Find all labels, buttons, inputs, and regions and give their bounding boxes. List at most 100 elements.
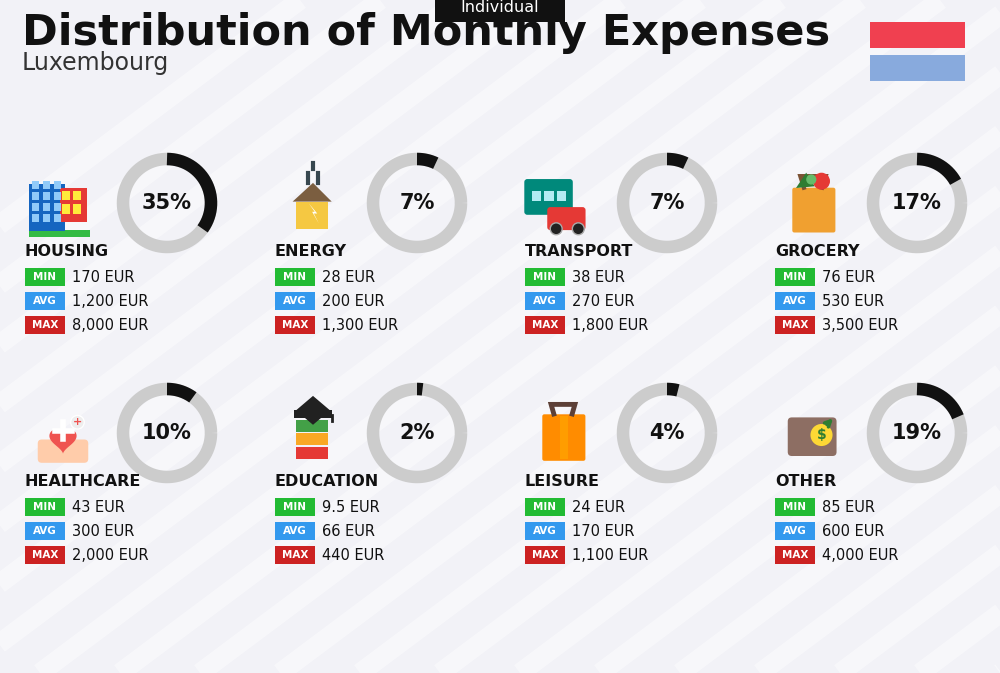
FancyBboxPatch shape	[870, 22, 965, 48]
FancyBboxPatch shape	[524, 179, 573, 215]
Text: MIN: MIN	[784, 272, 806, 282]
Text: 10%: 10%	[142, 423, 192, 443]
FancyBboxPatch shape	[38, 439, 88, 463]
FancyBboxPatch shape	[62, 190, 70, 200]
Text: HEALTHCARE: HEALTHCARE	[25, 474, 141, 489]
FancyBboxPatch shape	[275, 546, 315, 564]
Polygon shape	[293, 183, 332, 202]
FancyBboxPatch shape	[788, 417, 837, 456]
Text: 530 EUR: 530 EUR	[822, 293, 884, 308]
Circle shape	[71, 415, 84, 429]
FancyBboxPatch shape	[525, 316, 565, 334]
Text: AVG: AVG	[33, 296, 57, 306]
Text: 7%: 7%	[399, 193, 435, 213]
FancyBboxPatch shape	[275, 268, 315, 286]
FancyBboxPatch shape	[775, 522, 815, 540]
FancyBboxPatch shape	[43, 214, 50, 222]
Text: 4,000 EUR: 4,000 EUR	[822, 548, 898, 563]
Text: Individual: Individual	[461, 1, 539, 15]
Text: 3,500 EUR: 3,500 EUR	[822, 318, 898, 332]
Text: 24 EUR: 24 EUR	[572, 499, 625, 514]
Text: 1,800 EUR: 1,800 EUR	[572, 318, 648, 332]
Text: 85 EUR: 85 EUR	[822, 499, 875, 514]
Text: 1,300 EUR: 1,300 EUR	[322, 318, 398, 332]
Text: MIN: MIN	[284, 502, 306, 512]
Text: MIN: MIN	[284, 272, 306, 282]
Text: Distribution of Monthly Expenses: Distribution of Monthly Expenses	[22, 12, 830, 54]
Text: 43 EUR: 43 EUR	[72, 499, 125, 514]
FancyBboxPatch shape	[62, 204, 70, 213]
Circle shape	[813, 173, 830, 190]
Text: AVG: AVG	[783, 526, 807, 536]
Text: OTHER: OTHER	[775, 474, 836, 489]
FancyBboxPatch shape	[775, 546, 815, 564]
FancyBboxPatch shape	[32, 181, 39, 189]
FancyBboxPatch shape	[25, 268, 65, 286]
Text: MAX: MAX	[32, 550, 58, 560]
Text: ENERGY: ENERGY	[275, 244, 347, 258]
FancyBboxPatch shape	[25, 292, 65, 310]
Text: 28 EUR: 28 EUR	[322, 269, 375, 285]
Text: MAX: MAX	[282, 320, 308, 330]
FancyBboxPatch shape	[32, 192, 39, 200]
FancyBboxPatch shape	[275, 498, 315, 516]
Text: 440 EUR: 440 EUR	[322, 548, 384, 563]
FancyBboxPatch shape	[775, 268, 815, 286]
Text: MAX: MAX	[282, 550, 308, 560]
Text: MIN: MIN	[534, 272, 556, 282]
Text: 200 EUR: 200 EUR	[322, 293, 385, 308]
Text: TRANSPORT: TRANSPORT	[525, 244, 633, 258]
Text: +: +	[73, 417, 82, 427]
FancyBboxPatch shape	[43, 181, 50, 189]
Text: 9.5 EUR: 9.5 EUR	[322, 499, 380, 514]
Text: 35%: 35%	[142, 193, 192, 213]
Text: MIN: MIN	[34, 502, 56, 512]
Text: 1,200 EUR: 1,200 EUR	[72, 293, 148, 308]
FancyBboxPatch shape	[25, 316, 65, 334]
FancyBboxPatch shape	[60, 188, 87, 222]
Text: 2,000 EUR: 2,000 EUR	[72, 548, 149, 563]
Text: 270 EUR: 270 EUR	[572, 293, 635, 308]
Text: 76 EUR: 76 EUR	[822, 269, 875, 285]
Text: 170 EUR: 170 EUR	[572, 524, 635, 538]
Text: 38 EUR: 38 EUR	[572, 269, 625, 285]
FancyBboxPatch shape	[275, 292, 315, 310]
Text: GROCERY: GROCERY	[775, 244, 860, 258]
Circle shape	[810, 424, 833, 446]
Circle shape	[572, 223, 584, 235]
Text: MAX: MAX	[532, 320, 558, 330]
FancyBboxPatch shape	[73, 204, 81, 213]
FancyBboxPatch shape	[296, 433, 328, 446]
FancyBboxPatch shape	[525, 292, 565, 310]
FancyBboxPatch shape	[296, 420, 328, 431]
Polygon shape	[796, 173, 815, 188]
Text: 2%: 2%	[399, 423, 435, 443]
Polygon shape	[296, 396, 330, 425]
Text: AVG: AVG	[283, 526, 307, 536]
FancyBboxPatch shape	[775, 498, 815, 516]
Text: AVG: AVG	[33, 526, 57, 536]
Text: HOUSING: HOUSING	[25, 244, 109, 258]
Text: 600 EUR: 600 EUR	[822, 524, 885, 538]
FancyBboxPatch shape	[775, 292, 815, 310]
FancyBboxPatch shape	[557, 190, 566, 201]
Text: MAX: MAX	[532, 550, 558, 560]
Text: 8,000 EUR: 8,000 EUR	[72, 318, 148, 332]
FancyBboxPatch shape	[525, 268, 565, 286]
Text: 7%: 7%	[649, 193, 685, 213]
Text: MAX: MAX	[782, 550, 808, 560]
Text: MIN: MIN	[784, 502, 806, 512]
FancyBboxPatch shape	[29, 229, 90, 238]
Text: 1,100 EUR: 1,100 EUR	[572, 548, 648, 563]
Circle shape	[550, 223, 562, 235]
Polygon shape	[49, 429, 77, 454]
FancyBboxPatch shape	[560, 417, 568, 459]
FancyBboxPatch shape	[43, 192, 50, 200]
FancyBboxPatch shape	[275, 316, 315, 334]
Circle shape	[806, 174, 816, 184]
FancyBboxPatch shape	[435, 0, 565, 22]
Text: AVG: AVG	[283, 296, 307, 306]
FancyBboxPatch shape	[542, 415, 585, 461]
FancyBboxPatch shape	[525, 498, 565, 516]
FancyBboxPatch shape	[25, 546, 65, 564]
